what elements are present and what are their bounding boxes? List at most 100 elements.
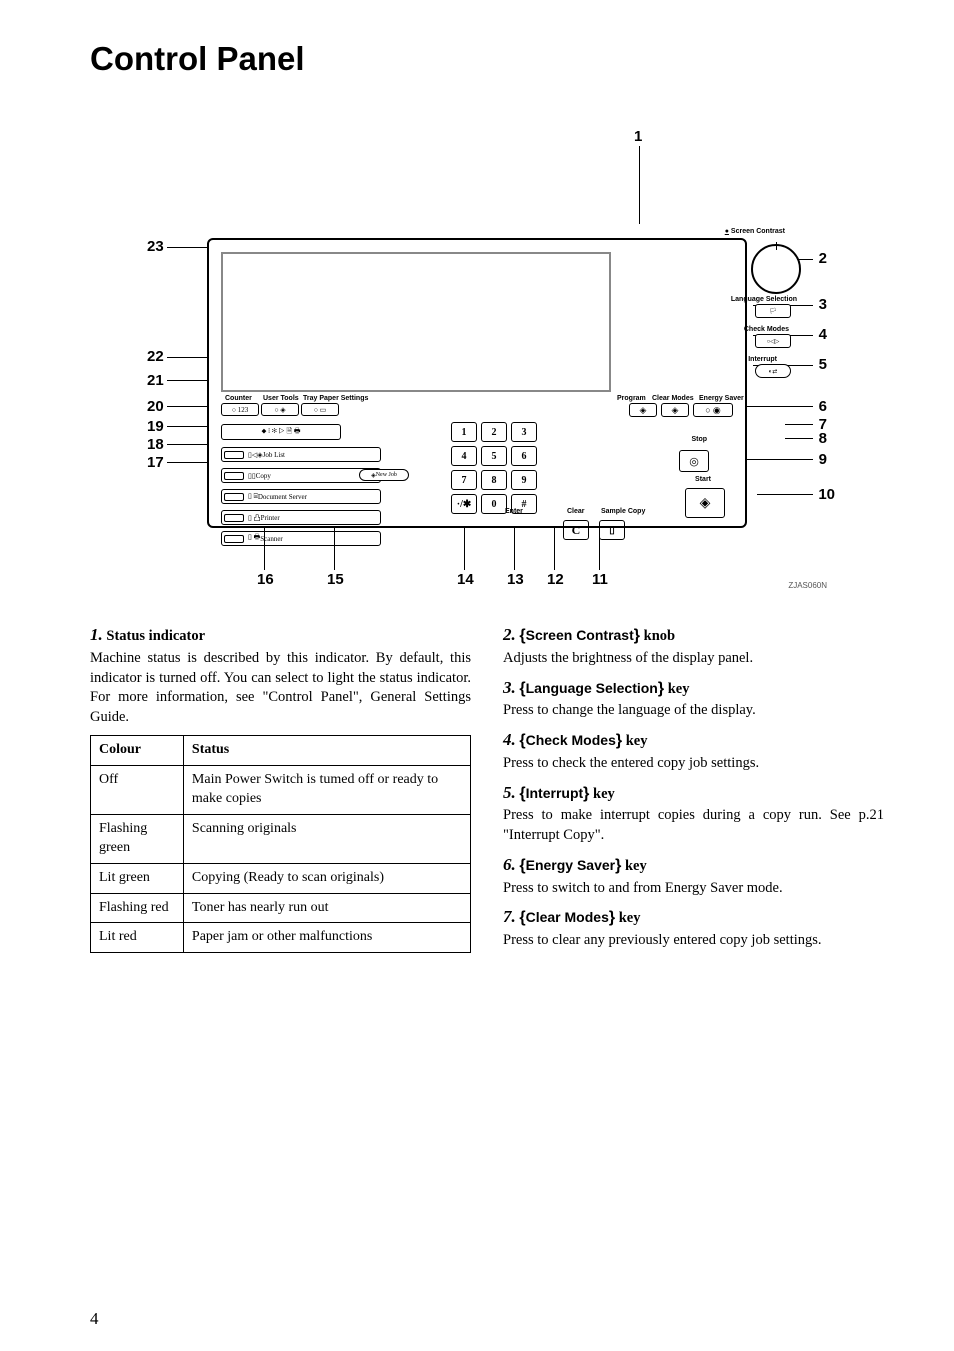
table-row: OffMain Power Switch is tumed off or rea… xyxy=(91,766,471,815)
clear-label: Clear xyxy=(567,508,585,515)
callout-3: 3 xyxy=(819,296,827,313)
left-column: 1. Status indicator Machine status is de… xyxy=(90,618,471,959)
docserver-button: ▯ ⌸ Document Server xyxy=(221,489,381,504)
key-star: ·/✱ xyxy=(451,494,477,514)
callout-15: 15 xyxy=(327,571,344,588)
printer-button: ▯ 凸 Printer xyxy=(221,510,381,525)
clear-modes-label: Clear Modes xyxy=(652,395,694,402)
leader-line xyxy=(739,406,813,407)
interrupt-label: Interrupt xyxy=(748,356,777,363)
right-column: 2. {Screen Contrast} knob Adjusts the br… xyxy=(503,618,884,959)
callout-4: 4 xyxy=(819,326,827,343)
figure-code: ZJAS060N xyxy=(788,581,827,590)
th-status: Status xyxy=(183,736,470,766)
counter-label: Counter xyxy=(225,395,252,402)
callout-10: 10 xyxy=(818,486,835,503)
th-colour: Colour xyxy=(91,736,184,766)
table-row: Lit redPaper jam or other malfunctions xyxy=(91,923,471,953)
callout-2: 2 xyxy=(819,250,827,267)
callout-20: 20 xyxy=(147,398,164,415)
leader-line xyxy=(167,462,212,463)
leader-line xyxy=(167,406,212,407)
sample-label: Sample Copy xyxy=(601,508,645,515)
screen-contrast-label: ● Screen Contrast xyxy=(725,228,785,235)
display-panel xyxy=(221,252,611,392)
item-3-head: 3. {Language Selection} key xyxy=(503,677,884,700)
key-7: 7 xyxy=(451,470,477,490)
check-label: Check Modes xyxy=(744,326,789,333)
control-panel-diagram: 1 23 22 21 20 19 18 17 2 3 4 5 6 7 8 9 1… xyxy=(147,128,827,588)
item-7-head: 7. {Clear Modes} key xyxy=(503,906,884,929)
callout-16: 16 xyxy=(257,571,274,588)
item-2-head: 2. {Screen Contrast} knob xyxy=(503,624,884,647)
item-4-body: Press to check the entered copy job sett… xyxy=(503,754,884,774)
leader-line xyxy=(757,494,813,495)
leader-line xyxy=(167,357,212,358)
user-tools-button: ○ ◈ xyxy=(261,403,299,416)
callout-23: 23 xyxy=(147,238,164,255)
callout-11: 11 xyxy=(592,571,608,588)
leader-line xyxy=(785,424,813,425)
page-title: Control Panel xyxy=(90,40,884,78)
item-2-body: Adjusts the brightness of the display pa… xyxy=(503,649,884,669)
callout-6: 6 xyxy=(819,398,827,415)
key-0: 0 xyxy=(481,494,507,514)
program-label: Program xyxy=(617,395,646,402)
energy-label: Energy Saver xyxy=(699,395,744,402)
callout-21: 21 xyxy=(147,372,164,389)
keypad: 123 456 789 ·/✱0# xyxy=(449,420,559,516)
counter-button: ○ 123 xyxy=(221,403,259,416)
energy-button: ○ ◉ xyxy=(693,403,733,417)
item-1-body: Machine status is described by this indi… xyxy=(90,649,471,727)
callout-17: 17 xyxy=(147,454,164,471)
start-button: ◈ xyxy=(685,488,725,518)
callout-14: 14 xyxy=(457,571,474,588)
callout-18: 18 xyxy=(147,436,164,453)
item-6-head: 6. {Energy Saver} key xyxy=(503,854,884,877)
leader-line xyxy=(167,426,212,427)
key-9: 9 xyxy=(511,470,537,490)
table-row: Lit greenCopying (Ready to scan original… xyxy=(91,863,471,893)
joblist-button: ▯◁◈ Job List xyxy=(221,447,381,462)
leader-line xyxy=(785,438,813,439)
callout-13: 13 xyxy=(507,571,524,588)
item-5-body: Press to make interrupt copies during a … xyxy=(503,806,884,845)
key-6: 6 xyxy=(511,446,537,466)
tray-label: Tray Paper Settings xyxy=(303,395,368,402)
leader-line xyxy=(167,247,212,248)
diagram-container: 1 23 22 21 20 19 18 17 2 3 4 5 6 7 8 9 1… xyxy=(90,128,884,588)
stop-label: Stop xyxy=(691,436,707,443)
check-modes-button: ○◁▷ xyxy=(755,334,791,348)
panel-body: ● Screen Contrast Language Selection 🏳 C… xyxy=(207,238,747,528)
copy-button: ▯▯ Copy xyxy=(221,468,381,483)
callout-19: 19 xyxy=(147,418,164,435)
key-2: 2 xyxy=(481,422,507,442)
newjob-button: ◈ New Job xyxy=(359,469,409,481)
leader-line xyxy=(464,526,465,570)
table-row: Flashing greenScanning originals xyxy=(91,814,471,863)
tray-button: ○ ▭ xyxy=(301,403,339,416)
item-5-head: 5. {Interrupt} key xyxy=(503,782,884,805)
lang-label: Language Selection xyxy=(731,296,797,303)
callout-1: 1 xyxy=(634,128,642,145)
item-6-body: Press to switch to and from Energy Saver… xyxy=(503,879,884,899)
scanner-button: ▯ 🖶 Scanner xyxy=(221,531,381,546)
page-number: 4 xyxy=(90,1309,99,1329)
clear-modes-button: ◈ xyxy=(661,403,689,417)
callout-8: 8 xyxy=(819,430,827,447)
program-group: ◈ ◈ ○ ◉ xyxy=(629,403,733,417)
key-8: 8 xyxy=(481,470,507,490)
stop-button: ◎ xyxy=(679,450,709,472)
start-label: Start xyxy=(695,476,711,483)
status-icon-row: ⬥ ⁞ ✻ ▷ 🗎 🖶 xyxy=(221,424,341,440)
interrupt-button: ◐⇄ xyxy=(755,364,791,378)
mode-buttons: ▯◁◈ Job List ▯▯ Copy ▯ ⌸ Document Server… xyxy=(221,447,381,552)
language-button: 🏳 xyxy=(755,304,791,318)
callout-22: 22 xyxy=(147,348,164,365)
callout-5: 5 xyxy=(819,356,827,373)
key-1: 1 xyxy=(451,422,477,442)
key-5: 5 xyxy=(481,446,507,466)
callout-12: 12 xyxy=(547,571,564,588)
leader-line xyxy=(167,444,212,445)
leader-line xyxy=(167,380,209,381)
